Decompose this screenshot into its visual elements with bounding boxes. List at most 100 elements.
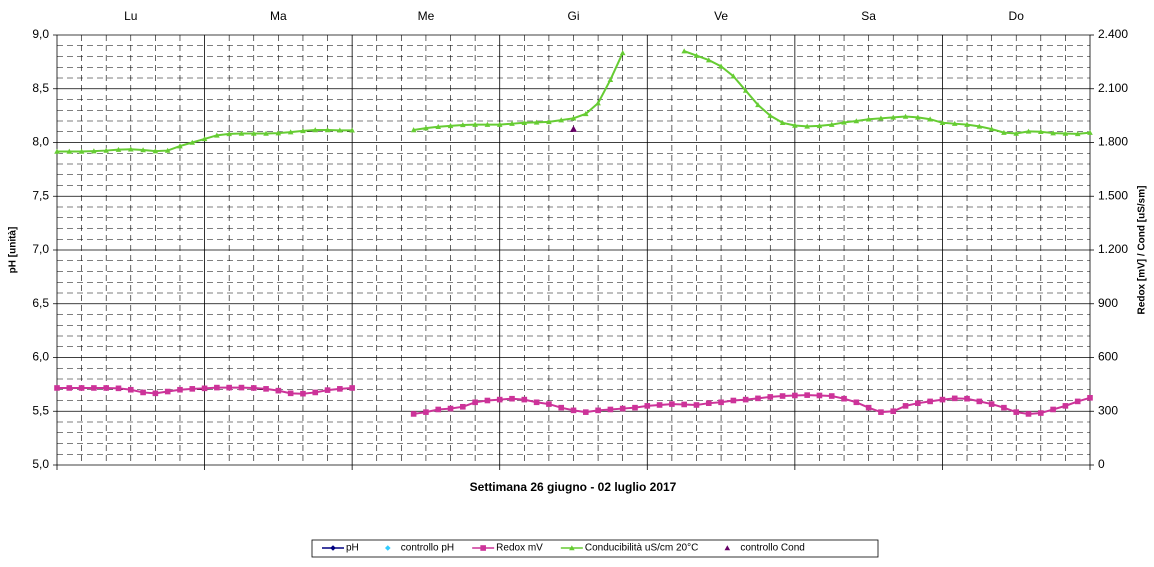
marker <box>865 116 872 122</box>
marker <box>828 393 835 399</box>
marker <box>755 102 761 108</box>
day-label: Sa <box>861 9 876 23</box>
marker <box>779 119 786 126</box>
marker <box>300 390 306 397</box>
marker <box>435 406 442 413</box>
y-tick-label: 9,0 <box>32 27 49 41</box>
marker <box>619 50 626 56</box>
marker <box>1013 130 1020 136</box>
marker <box>804 123 810 129</box>
marker <box>435 123 442 129</box>
marker <box>460 403 466 410</box>
y2-tick-label: 600 <box>1098 350 1118 364</box>
marker <box>324 127 331 133</box>
marker <box>669 401 675 407</box>
y-tick-label: 6,0 <box>32 350 49 364</box>
marker <box>853 399 860 406</box>
marker <box>718 63 724 69</box>
marker <box>214 384 220 391</box>
legend-label: controllo pH <box>401 543 454 554</box>
marker <box>890 114 897 120</box>
day-label: Lu <box>124 9 137 23</box>
marker <box>582 409 589 415</box>
marker <box>693 402 700 408</box>
marker <box>951 395 958 402</box>
y-axis-title: pH [unità] <box>8 227 19 274</box>
y2-tick-label: 1.500 <box>1098 188 1128 202</box>
marker <box>287 129 294 135</box>
marker <box>693 52 700 58</box>
marker <box>570 115 577 121</box>
marker <box>582 111 589 117</box>
marker <box>841 119 847 125</box>
marker <box>312 389 319 396</box>
y2-tick-label: 900 <box>1098 296 1118 310</box>
marker <box>988 401 995 407</box>
marker <box>189 386 196 392</box>
marker <box>447 405 454 412</box>
marker <box>164 147 171 153</box>
marker <box>853 118 860 124</box>
marker <box>951 120 958 126</box>
marker <box>115 146 122 152</box>
legend-label: Conducibilità uS/cm 20°C <box>585 543 699 554</box>
day-label: Ma <box>270 9 287 23</box>
marker <box>324 387 331 393</box>
marker <box>349 385 355 391</box>
marker <box>140 389 146 396</box>
marker <box>263 130 269 136</box>
marker <box>1062 403 1069 409</box>
marker <box>1038 128 1044 134</box>
marker <box>103 385 109 391</box>
marker <box>238 384 245 391</box>
day-label: Gi <box>568 9 580 23</box>
marker <box>644 403 651 409</box>
marker <box>54 148 60 154</box>
marker <box>705 57 712 63</box>
marker <box>890 408 897 415</box>
marker <box>472 399 478 406</box>
marker <box>927 116 933 122</box>
y2-tick-label: 2.100 <box>1098 81 1128 95</box>
marker <box>509 120 515 126</box>
marker <box>939 119 946 126</box>
legend-box <box>311 539 879 558</box>
marker <box>238 130 245 136</box>
marker <box>976 123 983 129</box>
marker <box>226 131 232 137</box>
marker <box>828 121 835 127</box>
marker <box>103 147 109 153</box>
marker <box>410 127 417 133</box>
marker <box>1013 409 1020 415</box>
y-tick-label: 7,0 <box>32 242 49 256</box>
marker <box>472 121 478 127</box>
legend-label: controllo Cond <box>740 543 804 554</box>
marker <box>705 400 712 406</box>
y-tick-label: 6,5 <box>32 296 49 310</box>
marker <box>496 121 503 127</box>
marker <box>976 398 983 405</box>
marker <box>78 385 85 391</box>
day-label: Do <box>1009 9 1025 23</box>
y-tick-label: 5,5 <box>32 403 49 417</box>
marker <box>521 119 528 126</box>
y2-tick-label: 300 <box>1098 403 1118 417</box>
marker <box>115 385 122 392</box>
marker <box>939 396 946 403</box>
marker <box>349 127 355 133</box>
marker <box>632 404 638 411</box>
marker <box>66 385 73 391</box>
marker <box>177 143 183 149</box>
legend-label: pH <box>346 543 359 554</box>
marker <box>730 73 737 79</box>
marker <box>792 392 798 399</box>
marker <box>54 385 60 391</box>
marker <box>410 411 417 417</box>
marker <box>595 407 601 414</box>
marker <box>1001 404 1007 411</box>
marker <box>1001 129 1007 135</box>
marker <box>816 123 823 129</box>
legend-marker <box>569 545 575 551</box>
marker <box>988 126 995 132</box>
marker <box>1062 130 1069 136</box>
